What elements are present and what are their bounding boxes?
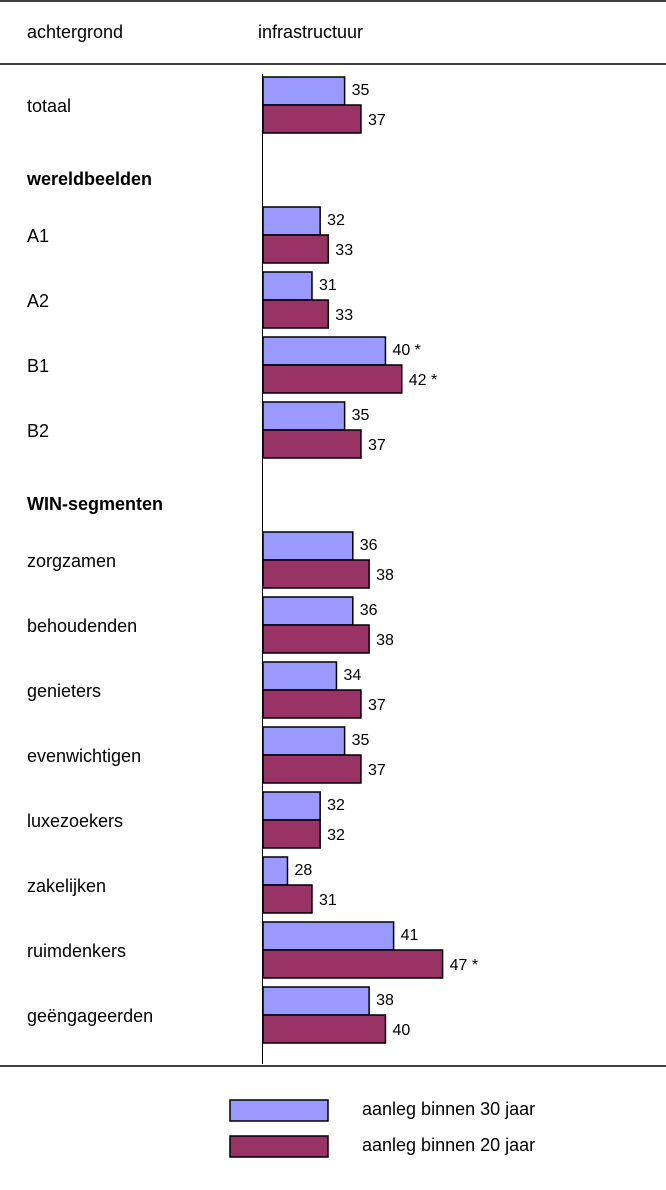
- bar: [262, 791, 321, 821]
- value-label: 37: [368, 697, 386, 714]
- bar: [262, 596, 354, 626]
- bar: [262, 726, 346, 756]
- value-label: 37: [368, 762, 386, 779]
- value-label: 36: [360, 602, 378, 619]
- value-label: 38: [376, 632, 394, 649]
- value-label: 32: [327, 827, 345, 844]
- value-label: 33: [335, 242, 353, 259]
- category-label: genieters: [27, 681, 101, 701]
- value-label: 47 *: [450, 957, 478, 974]
- category-label: ruimdenkers: [27, 941, 126, 961]
- category-label: totaal: [27, 96, 71, 116]
- value-label: 32: [327, 212, 345, 229]
- bar: [262, 364, 403, 394]
- value-label: 40 *: [392, 342, 420, 359]
- bar: [262, 76, 346, 106]
- category-label: zakelijken: [27, 876, 106, 896]
- bar: [262, 986, 370, 1016]
- category-label: evenwichtigen: [27, 746, 141, 766]
- legend-label: aanleg binnen 20 jaar: [362, 1135, 535, 1155]
- value-label: 31: [319, 277, 337, 294]
- value-label: 42 *: [409, 372, 437, 389]
- category-label: wereldbeelden: [26, 169, 152, 189]
- value-label: 34: [343, 667, 361, 684]
- value-label: 38: [376, 567, 394, 584]
- bar: [262, 336, 387, 366]
- category-label: B1: [27, 356, 49, 376]
- value-label: 37: [368, 437, 386, 454]
- value-label: 31: [319, 892, 337, 909]
- column-header: infrastructuur: [258, 22, 363, 42]
- bar: [262, 819, 321, 849]
- category-label: behoudenden: [27, 616, 137, 636]
- bar: [262, 271, 313, 301]
- bar: [262, 531, 354, 561]
- value-label: 28: [294, 862, 312, 879]
- value-label: 37: [368, 112, 386, 129]
- value-label: 33: [335, 307, 353, 324]
- legend-swatch: [229, 1135, 329, 1158]
- value-label: 41: [401, 927, 419, 944]
- legend-swatch: [229, 1099, 329, 1122]
- bar: [262, 949, 444, 979]
- value-label: 35: [352, 732, 370, 749]
- bar: [262, 856, 289, 886]
- bar: [262, 104, 362, 134]
- bar: [262, 401, 346, 431]
- category-label: WIN-segmenten: [27, 494, 163, 514]
- column-header: achtergrond: [27, 22, 123, 42]
- bar: [262, 624, 370, 654]
- bar: [262, 754, 362, 784]
- value-label: 40: [392, 1022, 410, 1039]
- bar: [262, 234, 330, 264]
- category-label: zorgzamen: [27, 551, 116, 571]
- legend-label: aanleg binnen 30 jaar: [362, 1099, 535, 1119]
- value-label: 35: [352, 407, 370, 424]
- bar: [262, 661, 338, 691]
- bar: [262, 299, 330, 329]
- bar: [262, 559, 370, 589]
- category-label: B2: [27, 421, 49, 441]
- bar: [262, 884, 313, 914]
- bar: [262, 429, 362, 459]
- category-label: geëngageerden: [27, 1006, 153, 1026]
- value-label: 35: [352, 82, 370, 99]
- value-label: 32: [327, 797, 345, 814]
- bar: [262, 921, 395, 951]
- category-label: A1: [27, 226, 49, 246]
- value-label: 36: [360, 537, 378, 554]
- bar: [262, 1014, 387, 1044]
- category-label: A2: [27, 291, 49, 311]
- category-label: luxezoekers: [27, 811, 123, 831]
- value-label: 38: [376, 992, 394, 1009]
- bar: [262, 689, 362, 719]
- bar: [262, 206, 321, 236]
